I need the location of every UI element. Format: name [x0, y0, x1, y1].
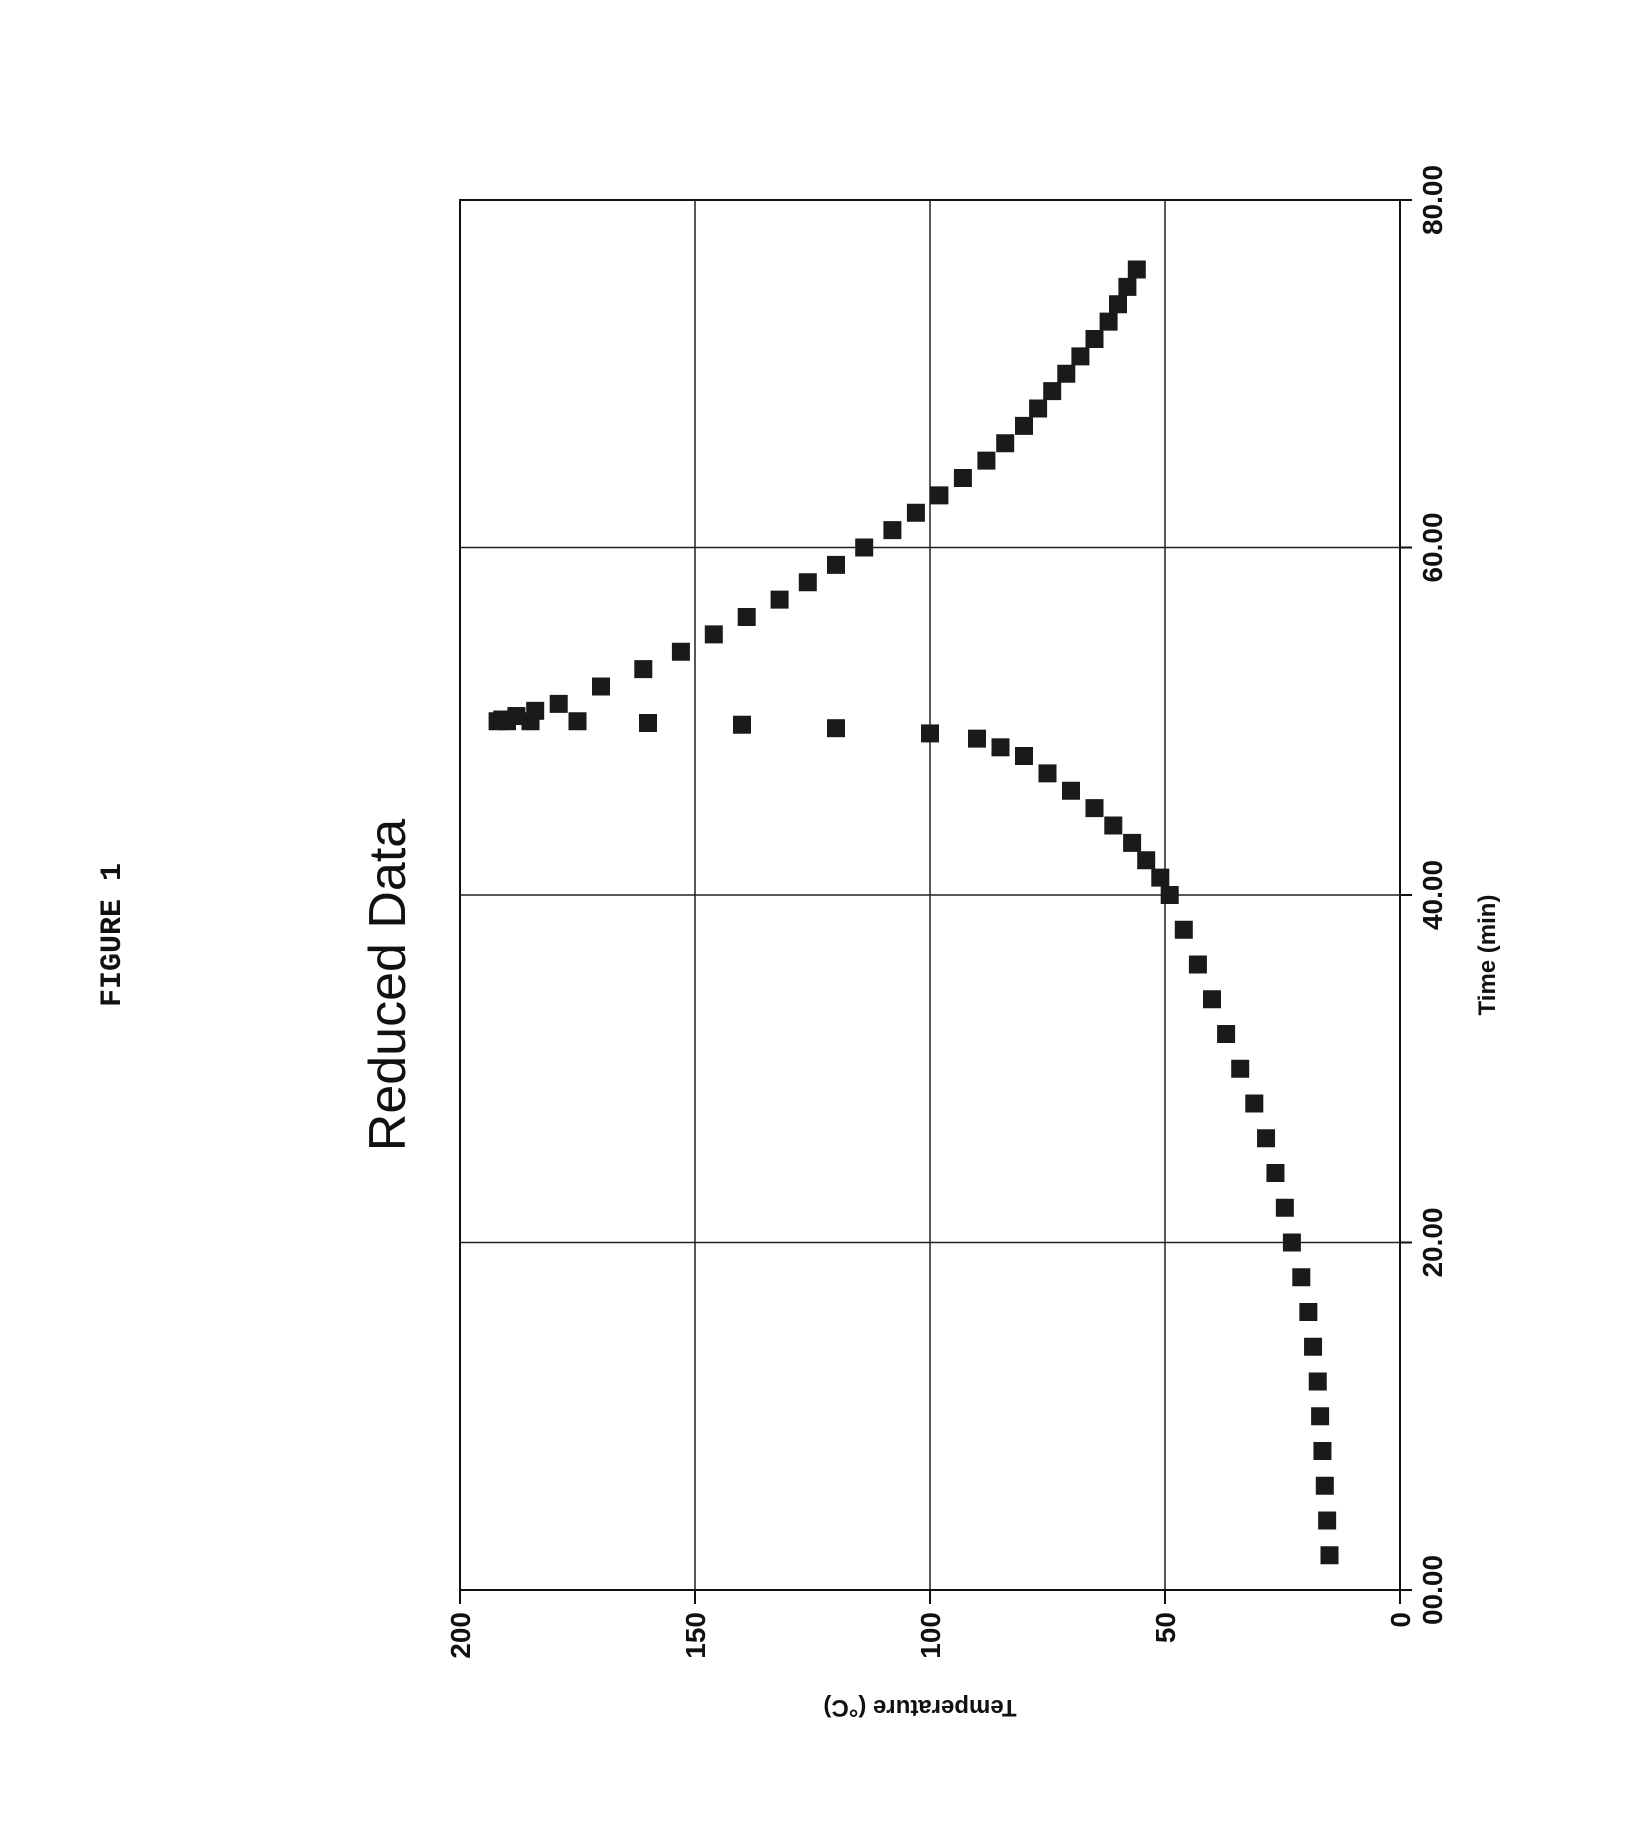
data-point — [1257, 1129, 1276, 1148]
data-point — [991, 738, 1010, 757]
data-point — [704, 625, 723, 644]
y-tick-label: 50 — [1150, 1612, 1181, 1643]
data-point — [634, 660, 653, 679]
data-point — [1057, 364, 1076, 383]
data-point — [921, 724, 939, 743]
data-point — [1188, 955, 1207, 974]
data-point — [1015, 747, 1033, 765]
data-point — [526, 701, 545, 720]
y-axis-label: Temperature (°C) — [823, 1694, 1016, 1721]
data-point — [1104, 816, 1123, 835]
x-tick-label: 60.00 — [1417, 512, 1448, 582]
data-point — [1151, 868, 1170, 887]
data-point — [996, 434, 1015, 453]
data-point — [671, 642, 690, 661]
data-point — [1137, 851, 1156, 870]
y-axis-ticks: 0 50 100 150 200 — [445, 1590, 1416, 1659]
data-point — [493, 710, 512, 729]
data-point — [1071, 347, 1090, 366]
data-point — [1217, 1025, 1236, 1043]
data-point — [1029, 399, 1048, 418]
data-point — [507, 707, 526, 726]
data-point — [827, 555, 845, 574]
data-point — [1099, 312, 1118, 331]
grid-lines — [460, 200, 1400, 1590]
x-tick-label: 80.00 — [1417, 165, 1448, 235]
data-point — [1109, 295, 1127, 314]
y-tick-label: 100 — [915, 1612, 946, 1659]
x-tick-label: 40.00 — [1417, 860, 1448, 930]
data-point — [855, 538, 874, 557]
x-axis-label: Time (min) — [1474, 895, 1501, 1016]
data-point — [1320, 1546, 1339, 1565]
x-axis-ticks: 00.00 20.00 40.00 60.00 80.00 — [1400, 165, 1448, 1625]
data-point — [953, 469, 972, 487]
data-point — [1231, 1059, 1250, 1078]
data-point — [1275, 1198, 1294, 1217]
data-point — [977, 451, 996, 470]
data-point — [1062, 781, 1080, 800]
data-point — [1282, 1233, 1301, 1252]
data-point — [568, 712, 587, 731]
data-point — [1118, 277, 1137, 296]
x-tick-label: 00.00 — [1417, 1555, 1448, 1625]
y-tick-label: 0 — [1385, 1612, 1416, 1628]
data-point — [733, 715, 751, 734]
data-point — [1311, 1407, 1330, 1426]
data-point — [770, 590, 789, 609]
data-point — [639, 713, 657, 732]
data-point — [1160, 886, 1179, 904]
data-point — [1313, 1442, 1332, 1460]
data-point — [1299, 1303, 1318, 1321]
data-point — [906, 503, 925, 522]
data-point — [1292, 1268, 1311, 1287]
data-point — [1308, 1372, 1327, 1391]
data-point — [1304, 1337, 1323, 1356]
data-point — [549, 694, 568, 713]
data-point — [1038, 764, 1057, 783]
data-point — [930, 486, 949, 505]
data-point — [1015, 416, 1033, 435]
data-point — [883, 521, 902, 540]
y-tick-label: 150 — [680, 1612, 711, 1659]
data-point — [827, 719, 845, 738]
data-point — [1318, 1511, 1337, 1530]
data-point — [1266, 1164, 1285, 1182]
data-point — [1245, 1094, 1264, 1113]
data-point — [1123, 833, 1142, 852]
data-point — [798, 573, 817, 592]
data-points — [488, 260, 1339, 1565]
data-point — [592, 677, 610, 696]
data-point — [1085, 330, 1104, 348]
x-tick-label: 20.00 — [1417, 1207, 1448, 1277]
data-point — [968, 729, 986, 748]
data-point — [1203, 990, 1221, 1009]
data-point — [1085, 799, 1104, 818]
data-point — [1043, 382, 1062, 401]
data-point — [1174, 920, 1193, 939]
data-point — [1315, 1476, 1334, 1495]
data-point — [737, 608, 756, 626]
data-point — [1127, 260, 1146, 279]
y-tick-label: 200 — [445, 1612, 476, 1659]
figure-label: FIGURE 1 — [96, 863, 130, 1007]
chart-title: Reduced Data — [359, 819, 417, 1152]
